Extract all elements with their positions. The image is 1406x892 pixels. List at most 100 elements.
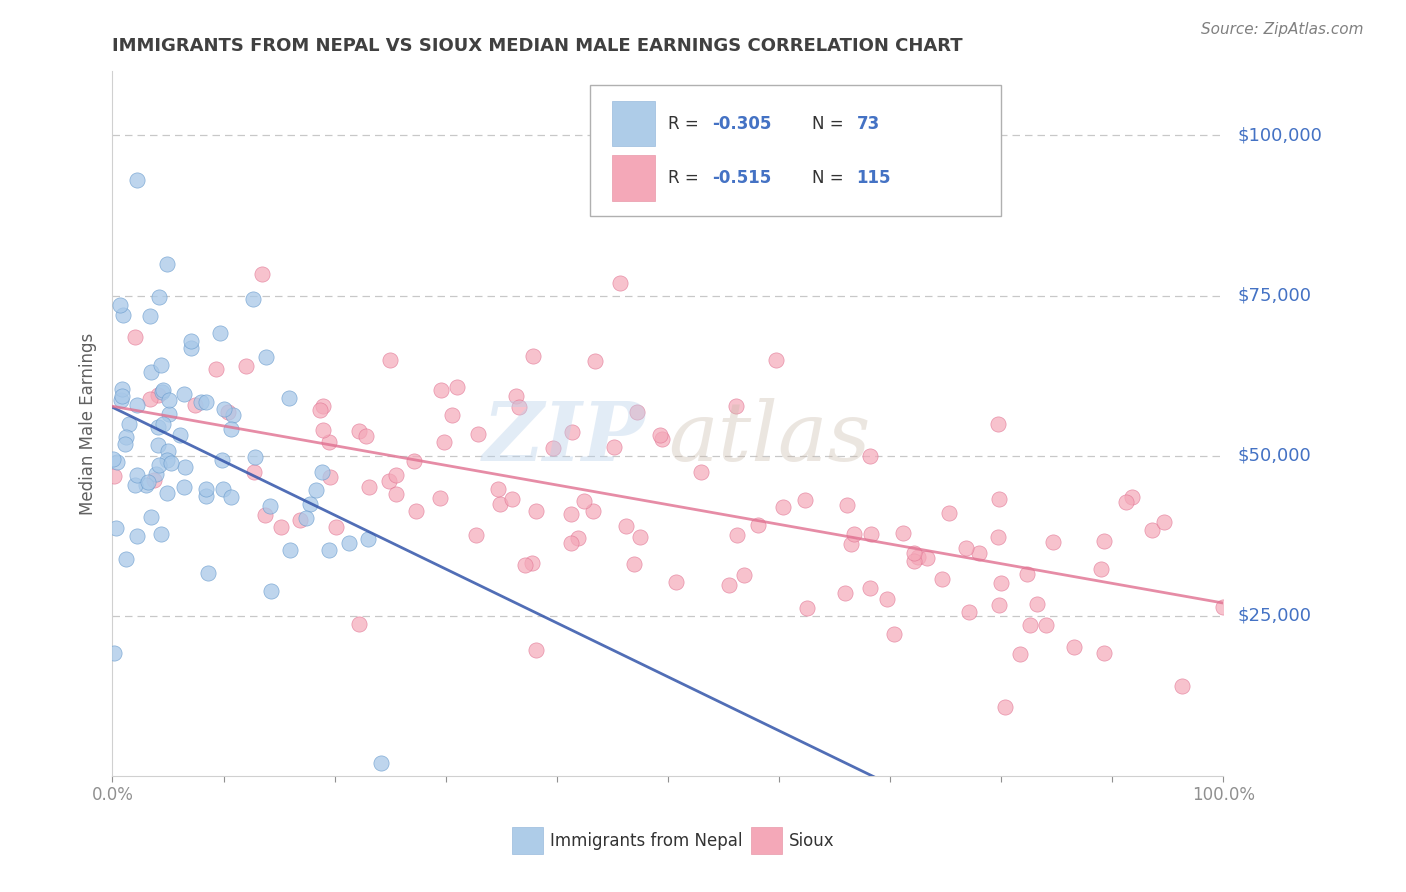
Text: Source: ZipAtlas.com: Source: ZipAtlas.com	[1201, 22, 1364, 37]
Point	[149, 359, 172, 373]
Point	[173, 480, 195, 494]
Point	[319, 470, 342, 484]
Point	[174, 460, 197, 475]
Point	[118, 417, 141, 431]
Point	[105, 454, 128, 468]
Point	[876, 591, 898, 606]
Point	[440, 408, 463, 422]
Point	[157, 393, 180, 408]
Point	[194, 395, 217, 409]
Text: 73: 73	[856, 114, 880, 133]
Point	[136, 475, 159, 489]
Point	[125, 398, 148, 412]
Point	[156, 485, 179, 500]
Point	[110, 392, 132, 407]
Point	[501, 491, 523, 506]
Point	[318, 434, 340, 449]
Point	[347, 425, 370, 439]
Point	[859, 581, 882, 595]
Text: 115: 115	[856, 169, 891, 186]
Point	[148, 290, 170, 304]
Point	[152, 383, 174, 397]
Point	[717, 578, 740, 592]
Point	[124, 330, 146, 344]
Point	[354, 429, 377, 443]
Point	[402, 454, 425, 468]
Text: $50,000: $50,000	[1237, 447, 1310, 465]
Point	[357, 532, 380, 546]
Point	[270, 520, 292, 534]
Point	[987, 598, 1010, 612]
Point	[146, 419, 169, 434]
Point	[903, 554, 925, 568]
Point	[796, 601, 818, 615]
Point	[1212, 600, 1234, 615]
Point	[938, 506, 960, 520]
Point	[489, 497, 512, 511]
Point	[582, 504, 605, 518]
FancyBboxPatch shape	[591, 86, 1001, 216]
Point	[987, 530, 1010, 544]
Point	[1115, 495, 1137, 509]
Point	[157, 407, 180, 421]
Point	[446, 379, 468, 393]
Point	[1042, 535, 1064, 549]
Point	[561, 425, 583, 440]
Point	[665, 575, 688, 590]
Point	[194, 489, 217, 503]
Point	[931, 572, 953, 586]
Point	[541, 441, 564, 455]
Point	[839, 537, 862, 551]
Point	[794, 493, 817, 508]
Point	[990, 575, 1012, 590]
Text: $75,000: $75,000	[1237, 286, 1312, 304]
Point	[623, 557, 645, 571]
Point	[277, 391, 299, 405]
Point	[103, 468, 125, 483]
Point	[957, 606, 980, 620]
Point	[254, 350, 277, 364]
Point	[834, 586, 856, 600]
Point	[385, 487, 408, 501]
Point	[111, 383, 134, 397]
Point	[560, 536, 582, 550]
Point	[125, 173, 148, 187]
Point	[103, 646, 125, 660]
Point	[125, 467, 148, 482]
Point	[370, 756, 392, 771]
Point	[430, 383, 453, 397]
Point	[139, 309, 162, 323]
Point	[429, 491, 451, 505]
Point	[893, 525, 915, 540]
Point	[651, 432, 673, 446]
Point	[513, 558, 536, 572]
Point	[574, 493, 596, 508]
Point	[127, 529, 149, 543]
Point	[614, 519, 637, 533]
Point	[987, 417, 1010, 431]
Point	[690, 465, 713, 479]
Y-axis label: Median Male Earnings: Median Male Earnings	[79, 333, 97, 515]
Point	[108, 298, 131, 312]
Text: ZIP: ZIP	[484, 398, 645, 478]
Point	[567, 532, 589, 546]
Point	[526, 642, 548, 657]
Text: $100,000: $100,000	[1237, 127, 1322, 145]
Point	[650, 428, 672, 442]
Point	[1017, 566, 1039, 581]
Point	[385, 468, 408, 483]
Point	[508, 400, 530, 414]
Point	[114, 437, 136, 451]
Point	[1171, 679, 1194, 693]
Point	[243, 465, 266, 479]
Text: Immigrants from Nepal: Immigrants from Nepal	[550, 832, 742, 850]
Text: atlas: atlas	[668, 398, 870, 478]
Point	[1063, 640, 1085, 654]
Point	[1026, 597, 1049, 611]
Point	[252, 267, 274, 281]
Text: R =: R =	[668, 169, 704, 186]
Point	[1092, 646, 1115, 660]
Point	[295, 510, 318, 524]
Point	[859, 449, 882, 463]
Point	[325, 520, 347, 534]
